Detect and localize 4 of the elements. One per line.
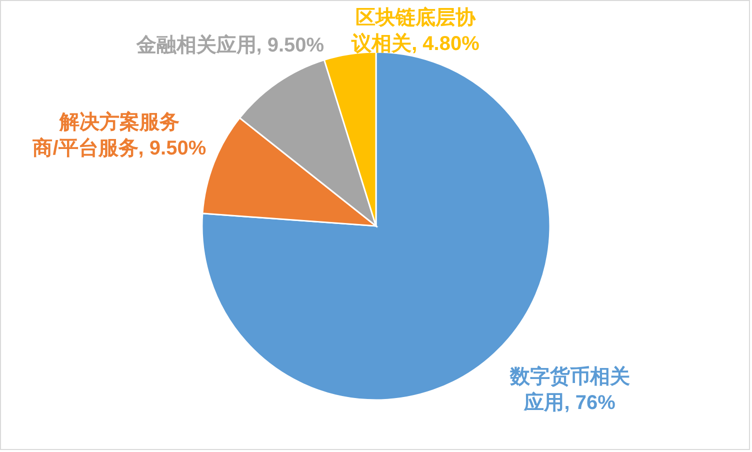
slice-label: 解决方案服务商/平台服务, 9.50% <box>32 110 206 160</box>
slice-label: 区块链底层协议相关, 4.80% <box>350 6 480 55</box>
slice-label: 数字货币相关应用, 76% <box>508 365 630 414</box>
slice-label: 金融相关应用, 9.50% <box>135 34 324 57</box>
